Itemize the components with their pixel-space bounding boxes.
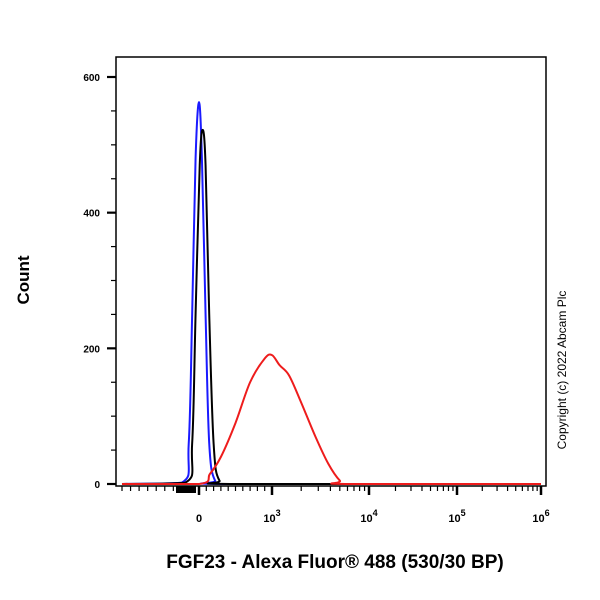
x-tick-label: 104 bbox=[360, 508, 377, 525]
red-histogram bbox=[121, 353, 541, 486]
x-axis: 0 103 104 105 106 bbox=[121, 486, 550, 525]
y-tick-label: 200 bbox=[83, 344, 100, 355]
x-tick-label: 103 bbox=[263, 508, 280, 525]
y-tick-label: 600 bbox=[83, 73, 100, 84]
blue-histogram bbox=[121, 101, 541, 486]
plot-frame bbox=[115, 56, 547, 487]
x-tick-label: 105 bbox=[448, 508, 465, 525]
y-tick-label: 0 bbox=[94, 480, 100, 491]
x-axis-label: FGF23 - Alexa Fluor® 488 (530/30 BP) bbox=[166, 552, 504, 573]
y-axis: 0 200 400 600 bbox=[83, 73, 116, 491]
copyright-notice: Copyright (c) 2022 Abcam Plc bbox=[555, 290, 569, 450]
x-tick-label: 0 bbox=[196, 513, 202, 525]
x-tick-label: 106 bbox=[532, 508, 549, 525]
black-histogram bbox=[121, 128, 541, 486]
data-series bbox=[121, 101, 541, 486]
y-axis-label: Count bbox=[14, 255, 33, 305]
y-tick-label: 400 bbox=[83, 209, 100, 220]
